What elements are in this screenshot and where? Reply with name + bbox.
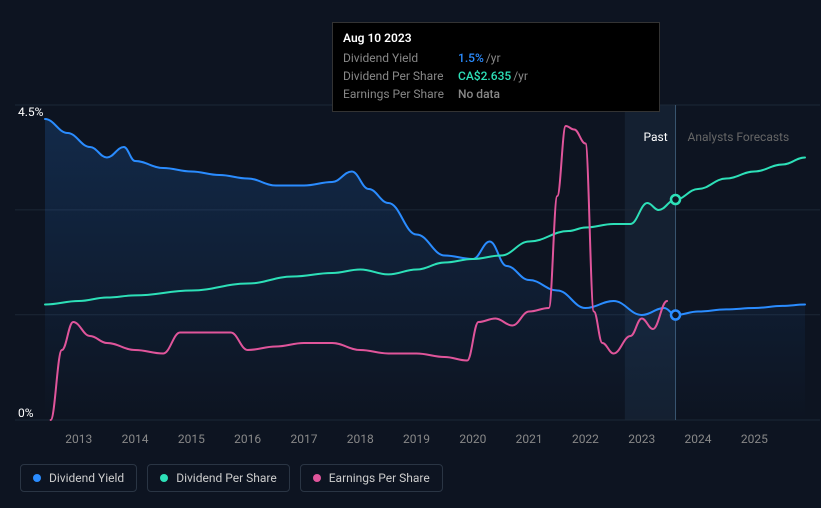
legend-label: Dividend Yield <box>49 471 124 485</box>
legend-item-dividend-yield[interactable]: Dividend Yield <box>20 464 137 492</box>
tooltip-row-label: Earnings Per Share <box>343 85 458 103</box>
toggle-forecast[interactable]: Analysts Forecasts <box>688 130 790 144</box>
tooltip-row-value: 1.5% <box>458 49 484 67</box>
tooltip-row: Earnings Per ShareNo data <box>343 85 649 103</box>
x-axis-label: 2014 <box>122 432 149 446</box>
legend-dot <box>160 474 168 482</box>
x-axis-label: 2025 <box>741 432 768 446</box>
legend-item-dividend-per-share[interactable]: Dividend Per Share <box>147 464 290 492</box>
chart-tooltip: Aug 10 2023 Dividend Yield1.5% /yrDivide… <box>332 22 660 112</box>
tooltip-row-value: No data <box>458 85 500 103</box>
tooltip-row-value: CA$2.635 <box>458 67 511 85</box>
x-axis-label: 2016 <box>234 432 261 446</box>
tooltip-row-label: Dividend Yield <box>343 49 458 67</box>
x-axis-label: 2013 <box>65 432 92 446</box>
tooltip-row: Dividend Yield1.5% /yr <box>343 49 649 67</box>
tooltip-row-unit: /yr <box>486 49 501 67</box>
tooltip-date: Aug 10 2023 <box>343 31 649 45</box>
tooltip-row: Dividend Per ShareCA$2.635 /yr <box>343 67 649 85</box>
y-axis-label: 0% <box>18 406 34 420</box>
toggle-past[interactable]: Past <box>644 130 668 144</box>
tooltip-row-label: Dividend Per Share <box>343 67 458 85</box>
x-axis-label: 2020 <box>459 432 486 446</box>
x-axis-label: 2021 <box>516 432 543 446</box>
x-axis-label: 2017 <box>290 432 317 446</box>
x-axis-label: 2023 <box>628 432 655 446</box>
y-axis-label: 4.5% <box>18 105 43 119</box>
x-axis-label: 2019 <box>403 432 430 446</box>
legend-label: Dividend Per Share <box>176 471 277 485</box>
x-axis-label: 2015 <box>178 432 205 446</box>
x-axis-label: 2018 <box>347 432 374 446</box>
legend-item-earnings-per-share[interactable]: Earnings Per Share <box>300 464 443 492</box>
legend-dot <box>33 474 41 482</box>
legend-dot <box>313 474 321 482</box>
x-axis-label: 2024 <box>685 432 712 446</box>
legend: Dividend Yield Dividend Per Share Earnin… <box>20 464 443 492</box>
tooltip-row-unit: /yr <box>513 67 528 85</box>
legend-label: Earnings Per Share <box>329 471 430 485</box>
x-axis-label: 2022 <box>572 432 599 446</box>
